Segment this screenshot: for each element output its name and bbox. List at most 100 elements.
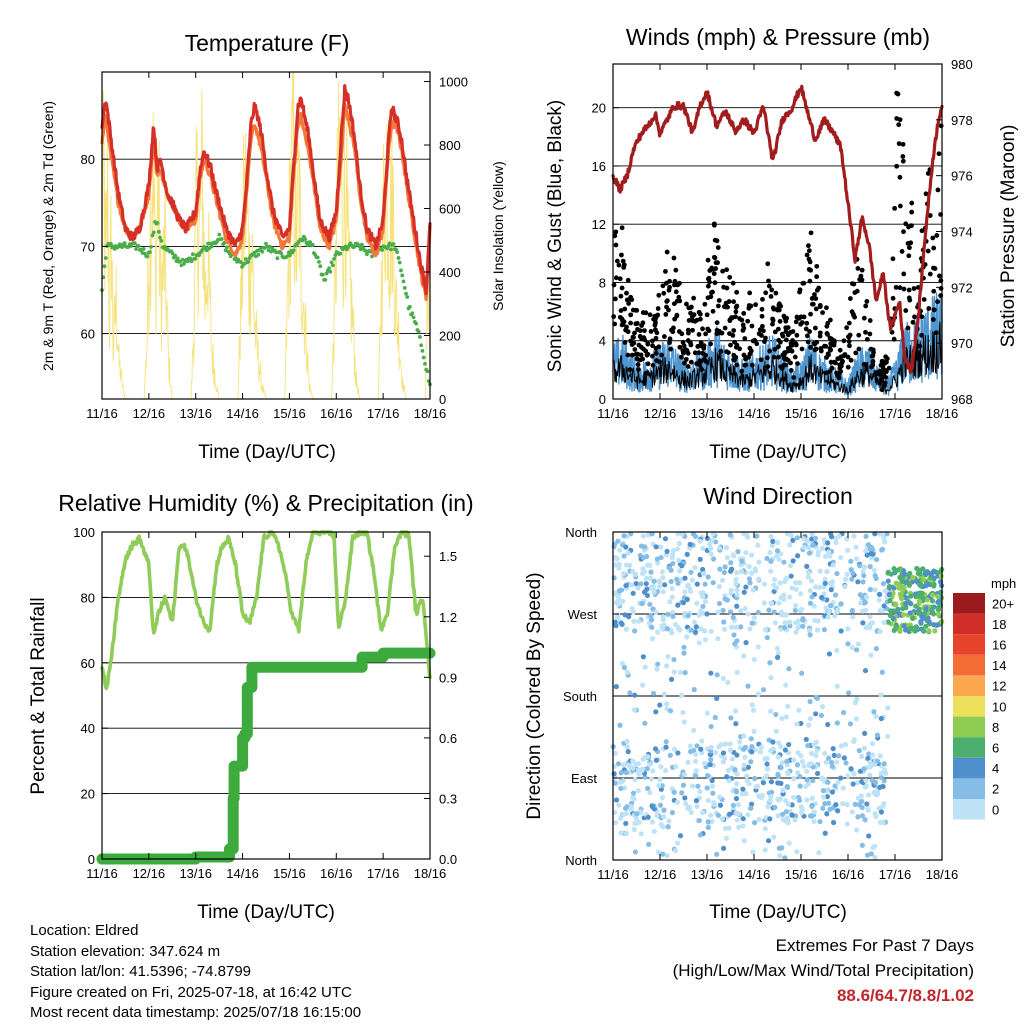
wind-direction-point: [667, 752, 673, 758]
dewpoint-point: [102, 264, 107, 269]
winds-x-tick-label: 15/16: [785, 406, 818, 421]
gust-point: [673, 289, 679, 295]
wind-direction-point: [729, 566, 735, 572]
gust-point: [845, 364, 851, 370]
gust-point: [786, 348, 792, 354]
dewpoint-point: [411, 315, 416, 320]
wind-direction-point: [865, 792, 872, 798]
gust-point: [804, 252, 810, 258]
gust-point: [882, 383, 888, 388]
gust-point: [827, 346, 833, 351]
gust-point: [631, 335, 636, 340]
gust-point: [848, 357, 854, 363]
wind-direction-point: [681, 771, 687, 778]
gust-point: [618, 308, 624, 313]
wind-direction-point: [670, 613, 676, 620]
wind-direction-point: [672, 848, 679, 854]
wind-direction-point: [725, 767, 731, 773]
wind-direction-point: [775, 771, 781, 778]
wind-direction-point: [867, 764, 874, 770]
winds-y-tick-label: 0: [599, 392, 606, 407]
wind-direction-point: [733, 721, 739, 727]
wind-direction-point: [822, 576, 828, 582]
wind-direction-point: [782, 579, 788, 585]
wind-direction-point: [820, 805, 826, 811]
wind-direction-point: [621, 533, 627, 539]
wind-direction-point: [876, 597, 882, 603]
gust-point: [696, 309, 702, 315]
gust-point: [717, 330, 723, 336]
dewpoint-point: [323, 277, 328, 282]
gust-point: [650, 353, 655, 359]
wind-direction-point: [902, 571, 908, 577]
wind-direction-point: [726, 811, 733, 817]
wind-direction-point: [688, 809, 694, 815]
wind-direction-point: [666, 818, 672, 824]
wind-direction-point: [821, 627, 828, 633]
wind-direction-point: [860, 579, 866, 585]
wind-direction-point: [623, 544, 629, 550]
wind-direction-point: [806, 550, 813, 556]
wind-direction-point: [859, 778, 865, 785]
wind-direction-chart-title: Wind Direction: [703, 483, 853, 509]
wind-direction-point: [777, 796, 783, 802]
wind-direction-point: [769, 542, 775, 549]
wind-direction-point: [747, 626, 753, 632]
gust-point: [688, 359, 694, 365]
wind-direction-point: [768, 675, 774, 681]
gust-point: [846, 339, 852, 344]
wind-direction-point: [728, 715, 734, 721]
dewpoint-point: [173, 253, 178, 258]
dewpoint-point: [359, 242, 364, 247]
gust-point: [712, 280, 718, 286]
wind-direction-point: [845, 641, 851, 647]
wind-direction-point: [886, 591, 892, 598]
gust-point: [764, 355, 770, 361]
wind-direction-point: [698, 626, 704, 632]
gust-point: [654, 330, 660, 336]
wind-direction-point: [700, 809, 706, 816]
gust-point: [628, 312, 634, 318]
wind-direction-point: [685, 805, 691, 811]
gust-point: [890, 295, 896, 301]
dewpoint-point: [148, 250, 152, 254]
wind-direction-point: [746, 576, 752, 582]
wind-direction-point: [691, 727, 697, 733]
wind-direction-point: [762, 847, 768, 853]
wind-direction-point: [639, 767, 645, 773]
wind-direction-point: [717, 545, 723, 551]
wind-direction-point: [694, 743, 700, 749]
gust-point: [747, 345, 753, 351]
gust-point: [857, 277, 863, 282]
humidity-x-tick-label: 17/16: [367, 866, 400, 881]
wind-direction-point: [708, 744, 714, 751]
gust-point: [897, 174, 903, 180]
wind-direction-point: [811, 809, 817, 815]
wind-direction-point: [675, 602, 681, 608]
wind-direction-point: [906, 581, 912, 587]
station-info: Location: Eldred Station elevation: 347.…: [30, 921, 361, 1024]
gust-point: [763, 335, 768, 341]
wind-direction-point: [780, 787, 786, 793]
wind-direction-x-tick-label: 18/16: [926, 867, 959, 882]
wind-direction-point: [671, 669, 677, 675]
wind-direction-point: [680, 782, 687, 788]
wind-direction-point: [853, 556, 860, 562]
gust-point: [825, 351, 831, 357]
wind-direction-point: [697, 788, 703, 794]
wind-direction-point: [893, 624, 899, 630]
dewpoint-point: [317, 259, 321, 264]
wind-direction-point: [809, 813, 815, 819]
wind-direction-point: [863, 783, 869, 789]
wind-direction-point: [778, 595, 784, 601]
gust-point: [733, 344, 739, 350]
gust-point: [934, 233, 940, 238]
wind-direction-point: [816, 850, 822, 856]
dewpoint-point: [425, 369, 430, 374]
wind-direction-point: [869, 741, 876, 747]
wind-direction-point: [683, 801, 689, 807]
legend-swatch: [953, 737, 985, 758]
wind-direction-point: [660, 617, 666, 623]
wind-direction-point: [775, 654, 781, 661]
gust-point: [768, 294, 774, 299]
